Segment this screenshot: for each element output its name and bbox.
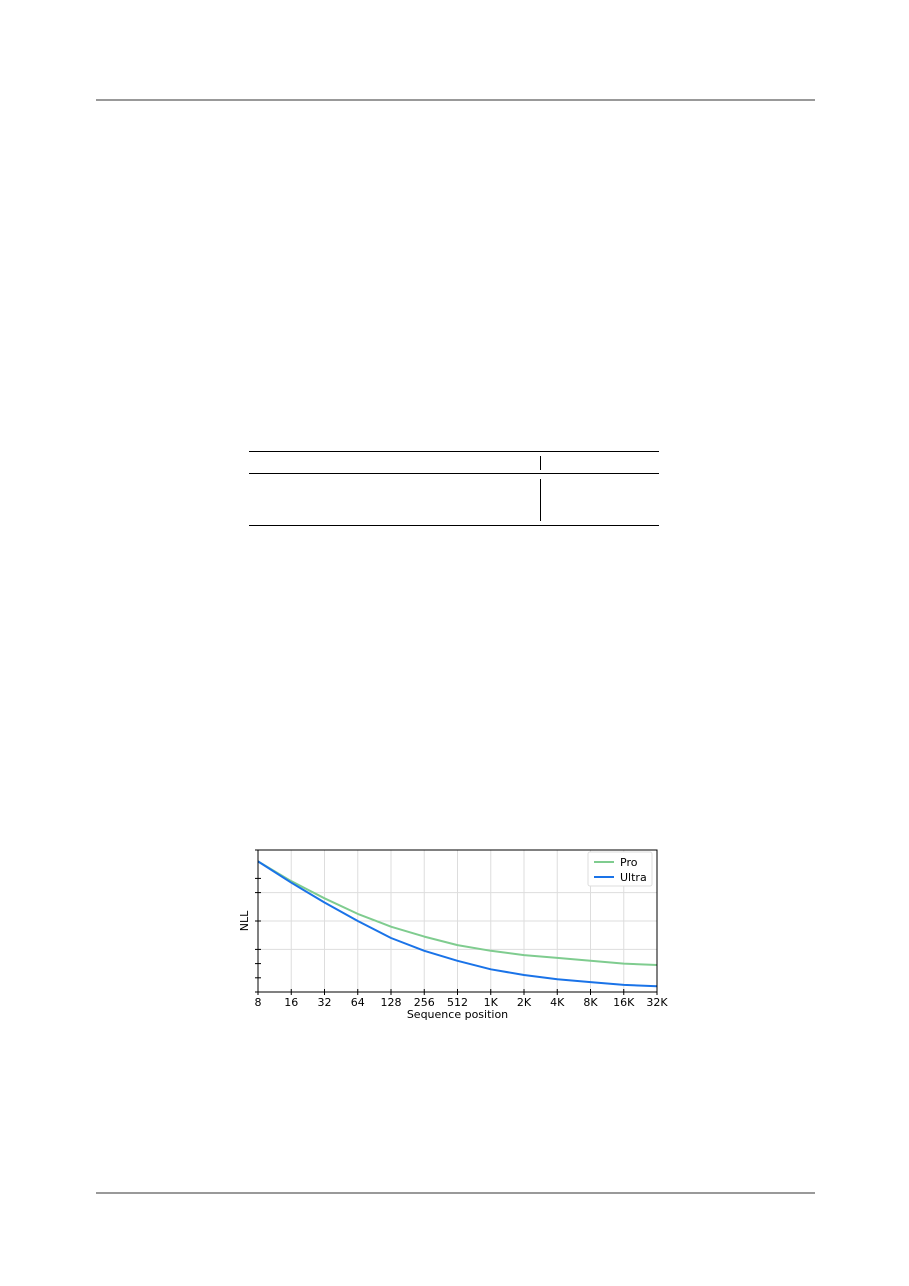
x-axis-label: Sequence position (407, 1008, 508, 1021)
figure: 8 16 32 64 128 256 512 1K 2K 4K 8K 16K 32K Sequence … (236, 840, 676, 1025)
x-tick-label: 4K (550, 996, 565, 1009)
x-tick-label: 16 (284, 996, 298, 1009)
x-tick-label: 32K (646, 996, 668, 1009)
footer-rule (96, 1192, 815, 1194)
table (249, 451, 659, 527)
table-bottom-rule (249, 525, 659, 526)
x-tick-label: 32 (318, 996, 332, 1009)
x-tick-label: 2K (517, 996, 532, 1009)
table-top-rule (249, 451, 659, 452)
table-header-rule (249, 473, 659, 474)
header-rule (96, 99, 815, 101)
x-tick-label: 64 (351, 996, 365, 1009)
x-tick-label: 8 (255, 996, 262, 1009)
y-axis-label: NLL (238, 910, 251, 931)
table-header-separator (540, 456, 541, 470)
legend-label: Ultra (620, 871, 647, 884)
table-body-separator (540, 479, 541, 521)
legend-label: Pro (620, 856, 638, 869)
x-tick-label: 8K (583, 996, 598, 1009)
x-tick-label: 128 (381, 996, 402, 1009)
chart-legend: Pro Ultra (588, 852, 652, 886)
nll-chart: 8 16 32 64 128 256 512 1K 2K 4K 8K 16K 32K Sequence … (236, 840, 676, 1025)
x-tick-label: 16K (613, 996, 635, 1009)
